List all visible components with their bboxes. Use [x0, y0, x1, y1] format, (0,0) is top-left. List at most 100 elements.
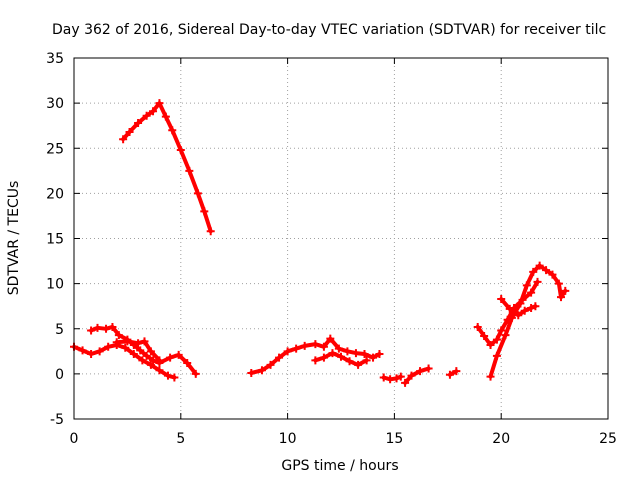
data-point	[146, 360, 155, 369]
data-point	[328, 349, 337, 358]
series-arc-late-2	[486, 261, 570, 381]
series-arc-mid-5	[445, 367, 461, 379]
data-point	[134, 339, 143, 348]
data-point	[354, 360, 363, 369]
x-axis-label: GPS time / hours	[281, 458, 398, 474]
data-point	[266, 360, 275, 369]
data-point	[166, 353, 175, 362]
data-series	[70, 99, 570, 387]
data-point	[319, 342, 328, 351]
y-tick-label: -5	[50, 412, 64, 428]
data-point	[445, 370, 454, 379]
series-arc-mid-2	[311, 349, 371, 369]
y-tick-label: 5	[55, 322, 64, 338]
data-point	[174, 350, 183, 359]
data-point	[497, 326, 506, 335]
data-point	[554, 279, 563, 288]
data-point	[416, 367, 425, 376]
series-arc-late-3	[497, 294, 540, 320]
data-point	[134, 118, 143, 127]
data-point	[275, 353, 284, 362]
data-point	[176, 146, 185, 155]
data-point	[424, 364, 433, 373]
data-point	[155, 356, 164, 365]
x-tick-label: 5	[176, 431, 185, 447]
data-point	[119, 135, 128, 144]
data-point	[516, 299, 525, 308]
y-tick-label: 10	[46, 277, 64, 293]
data-point	[501, 331, 510, 340]
y-tick-label: 20	[46, 186, 64, 202]
data-point	[375, 350, 384, 359]
data-point	[87, 350, 96, 359]
data-point	[360, 350, 369, 359]
data-point	[527, 288, 536, 297]
data-point	[129, 350, 138, 359]
data-point	[407, 371, 416, 380]
axis-ticks	[73, 57, 609, 420]
data-point	[121, 343, 130, 352]
y-tick-label: 30	[46, 96, 64, 112]
series-line	[475, 279, 540, 347]
data-point	[362, 356, 371, 365]
data-point	[345, 357, 354, 366]
series-arc-mid-3	[379, 372, 405, 384]
data-point	[168, 126, 177, 135]
data-point	[311, 340, 320, 349]
data-point	[520, 306, 529, 315]
data-point	[480, 331, 489, 340]
data-point	[557, 293, 566, 302]
x-tick-label: 10	[279, 431, 297, 447]
y-tick-label: 15	[46, 232, 64, 248]
data-point	[529, 267, 538, 276]
data-point	[300, 341, 309, 350]
data-point	[170, 373, 179, 382]
data-point	[138, 356, 147, 365]
x-tick-label: 15	[385, 431, 403, 447]
data-point	[351, 349, 360, 358]
data-point	[561, 286, 570, 295]
data-point	[337, 352, 345, 361]
data-point	[146, 347, 155, 356]
data-point	[542, 266, 551, 275]
series-arc-late-1	[473, 277, 542, 349]
data-point	[200, 207, 209, 216]
data-point	[193, 189, 202, 198]
series-arc-mid-1	[247, 334, 384, 377]
data-point	[257, 366, 266, 375]
data-point	[136, 346, 145, 355]
x-tick-label: 20	[492, 431, 510, 447]
data-point	[311, 356, 320, 365]
series-arc-mid-4	[401, 364, 433, 387]
series-arc-low-3	[112, 337, 164, 365]
data-point	[507, 313, 516, 322]
data-point	[533, 277, 542, 286]
data-point	[486, 340, 495, 349]
y-tick-label: 0	[55, 367, 64, 383]
y-tick-label: 35	[46, 51, 64, 67]
series-line	[488, 263, 568, 379]
data-point	[531, 302, 540, 311]
data-point	[125, 128, 134, 137]
data-point	[334, 344, 343, 353]
data-point	[185, 166, 194, 175]
data-point	[396, 372, 405, 381]
data-point	[161, 112, 170, 121]
y-axis-label: SDTVAR / TECUs	[6, 181, 22, 296]
series-line	[249, 336, 382, 375]
data-point	[95, 347, 104, 356]
data-point	[548, 270, 557, 279]
data-point	[486, 372, 495, 381]
data-point	[369, 353, 378, 362]
tick-labels: 0 5 10 15 20 25 -5 0 5 10 15 20 25 30 35	[46, 51, 617, 447]
data-point	[155, 366, 164, 375]
data-point	[343, 347, 352, 356]
data-point	[108, 322, 117, 331]
data-point	[497, 294, 506, 303]
data-point	[283, 347, 292, 356]
data-point	[78, 346, 87, 355]
data-point	[514, 311, 523, 320]
series-line	[403, 366, 431, 385]
data-point	[114, 331, 123, 340]
